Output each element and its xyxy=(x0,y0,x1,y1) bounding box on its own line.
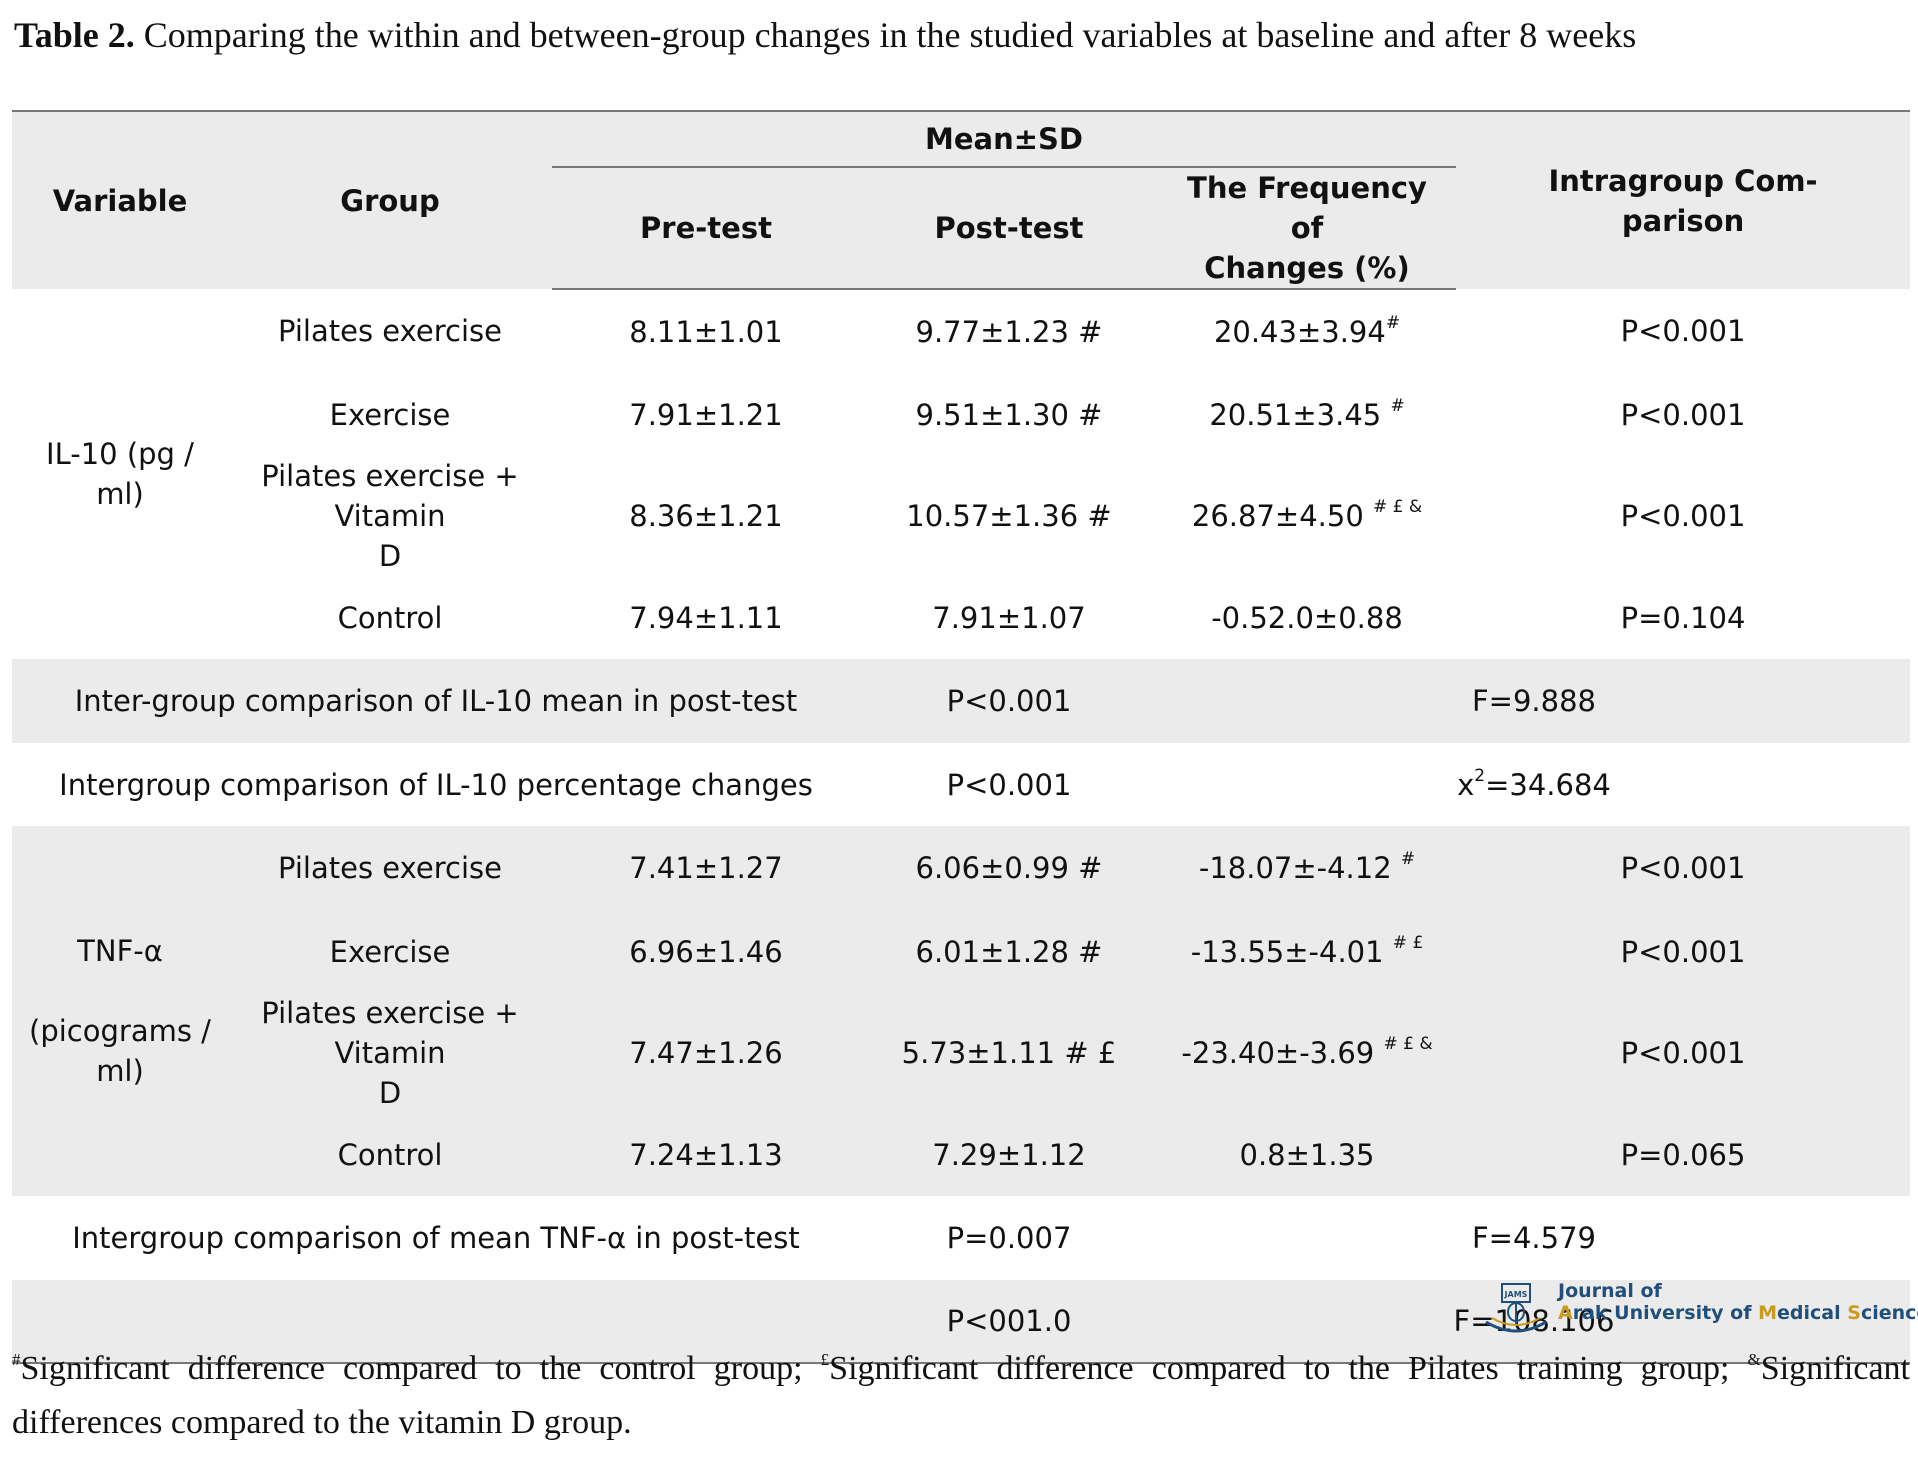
summary-p: P<0.001 xyxy=(860,659,1158,743)
header-mean-sd: Mean±SD xyxy=(552,110,1457,168)
header-intragroup: Intragroup Com-parison xyxy=(1456,110,1911,289)
svg-text:JAMS: JAMS xyxy=(1504,1290,1528,1299)
post-cell: 7.29±1.12 xyxy=(860,1113,1158,1196)
p-cell: P<0.001 xyxy=(1620,499,1746,533)
group-cell: Pilates exercise + Vitamin D xyxy=(261,459,519,573)
summary-label: Intergroup comparison of mean TNF-α in p… xyxy=(72,1221,800,1255)
pre-cell: 7.91±1.21 xyxy=(629,397,783,432)
p-cell: P<0.001 xyxy=(1620,397,1746,432)
group-cell: Pilates exercise xyxy=(278,314,502,348)
p-cell: P=0.065 xyxy=(1456,1113,1911,1196)
summary-stat: F=108.106 xyxy=(1158,1280,1911,1364)
group-cell: Exercise xyxy=(329,397,451,432)
pre-cell: 7.94±1.11 xyxy=(629,600,783,635)
summary-label xyxy=(12,1280,860,1364)
table-row: Inter-group comparison of IL-10 mean in … xyxy=(12,659,1911,743)
table-row: IL-10 (pg / ml) Pilates exercise 8.11±1.… xyxy=(12,289,1910,511)
freq-cell: 20.51±3.45 # xyxy=(1209,395,1405,432)
group-cell: Control xyxy=(228,1113,552,1196)
freq-cell: -23.40±-3.69 # £ & xyxy=(1158,993,1457,1113)
post-cell: 6.01±1.28 # xyxy=(860,910,1158,993)
table-row: Intergroup comparison of mean TNF-α in p… xyxy=(12,1196,1910,1280)
header-post-test: Post-test xyxy=(860,167,1158,290)
table-row: P<001.0 F=108.106 xyxy=(12,1280,1911,1364)
pre-cell: 7.41±1.27 xyxy=(552,826,860,910)
freq-cell: 20.43±3.94# xyxy=(1213,312,1401,349)
caption-text: Comparing the within and between-group c… xyxy=(134,15,1637,55)
post-cell: 10.57±1.36 # xyxy=(906,499,1112,533)
group-cell: Pilates exercise xyxy=(228,826,552,910)
freq-cell: -13.55±-4.01 # £ xyxy=(1158,910,1457,993)
summary-p: P<0.001 xyxy=(946,767,1072,802)
post-cell: 7.91±1.07 xyxy=(932,600,1086,635)
caption-label: Table 2. xyxy=(14,15,135,55)
post-cell: 9.77±1.23 # xyxy=(915,314,1103,349)
p-cell: P<0.001 xyxy=(1456,993,1911,1113)
group-cell: Exercise xyxy=(228,910,552,993)
pre-cell: 8.11±1.01 xyxy=(629,314,783,349)
pre-cell: 7.47±1.26 xyxy=(552,993,860,1113)
table-row: Exercise 7.91±1.21 9.51±1.30 # 20.51±3.4… xyxy=(12,373,1910,456)
header-frequency: The Frequency of Changes (%) xyxy=(1158,167,1457,290)
p-cell: P<0.001 xyxy=(1456,910,1911,993)
table-caption: Table 2. Comparing the within and betwee… xyxy=(14,14,1636,56)
freq-cell: -18.07±-4.12 # xyxy=(1158,826,1457,910)
table-row: Intergroup comparison of IL-10 percentag… xyxy=(12,743,1910,826)
journal-emblem-icon: JAMS xyxy=(1485,1283,1547,1333)
summary-p: P=0.007 xyxy=(946,1221,1072,1255)
summary-label: Intergroup comparison of IL-10 percentag… xyxy=(59,767,813,802)
summary-stat: x2=34.684 xyxy=(1457,765,1611,802)
group-cell: Pilates exercise + Vitamin D xyxy=(228,993,552,1113)
pre-cell: 8.36±1.21 xyxy=(629,499,783,533)
p-cell: P<0.001 xyxy=(1620,314,1746,348)
table-row: Control 7.94±1.11 7.91±1.07 -0.52.0±0.88… xyxy=(12,576,1910,659)
table-row: Pilates exercise + Vitamin D 8.36±1.21 10… xyxy=(12,456,1910,576)
table-footnote: #Significant difference compared to the … xyxy=(12,1350,1910,1441)
summary-label: Inter-group comparison of IL-10 mean in … xyxy=(12,659,860,743)
summary-p: P<001.0 xyxy=(860,1280,1158,1364)
table-row: Pilates exercise + Vitamin D 7.47±1.26 5.… xyxy=(12,993,1911,1113)
p-cell: P<0.001 xyxy=(1456,826,1911,910)
post-cell: 5.73±1.11 # £ xyxy=(860,993,1158,1113)
post-cell: 6.06±0.99 # xyxy=(860,826,1158,910)
results-table: Variable Group Mean±SD Intragroup Com-pa… xyxy=(12,110,1911,1364)
header-group: Group xyxy=(228,110,552,289)
pre-cell: 7.24±1.13 xyxy=(552,1113,860,1196)
freq-cell: -0.52.0±0.88 xyxy=(1211,600,1403,635)
p-cell: P=0.104 xyxy=(1620,600,1746,635)
header-pre-test: Pre-test xyxy=(552,167,860,290)
table-row: Control 7.24±1.13 7.29±1.12 0.8±1.35 P=0… xyxy=(12,1113,1911,1196)
journal-name: Journal of Arak University of Medical Sc… xyxy=(1558,1280,1918,1324)
freq-cell: 0.8±1.35 xyxy=(1158,1113,1457,1196)
header-variable: Variable xyxy=(12,110,228,289)
table-row: TNF-α (picograms / ml) Pilates exercise 7… xyxy=(12,826,1911,1196)
group-cell: Control xyxy=(337,600,443,635)
journal-logo: JAMS Journal of Arak University of Medic… xyxy=(1480,1278,1918,1336)
table-row: Exercise 6.96±1.46 6.01±1.28 # -13.55±-4… xyxy=(12,910,1911,993)
summary-stat: F=9.888 xyxy=(1158,659,1911,743)
freq-cell: 26.87±4.50 # £ & xyxy=(1191,497,1423,534)
tnf-variable: TNF-α (picograms / ml) xyxy=(12,826,228,1196)
pre-cell: 6.96±1.46 xyxy=(552,910,860,993)
il10-variable: IL-10 (pg / ml) xyxy=(46,437,194,511)
summary-stat: F=4.579 xyxy=(1472,1221,1597,1255)
post-cell: 9.51±1.30 # xyxy=(915,397,1103,432)
